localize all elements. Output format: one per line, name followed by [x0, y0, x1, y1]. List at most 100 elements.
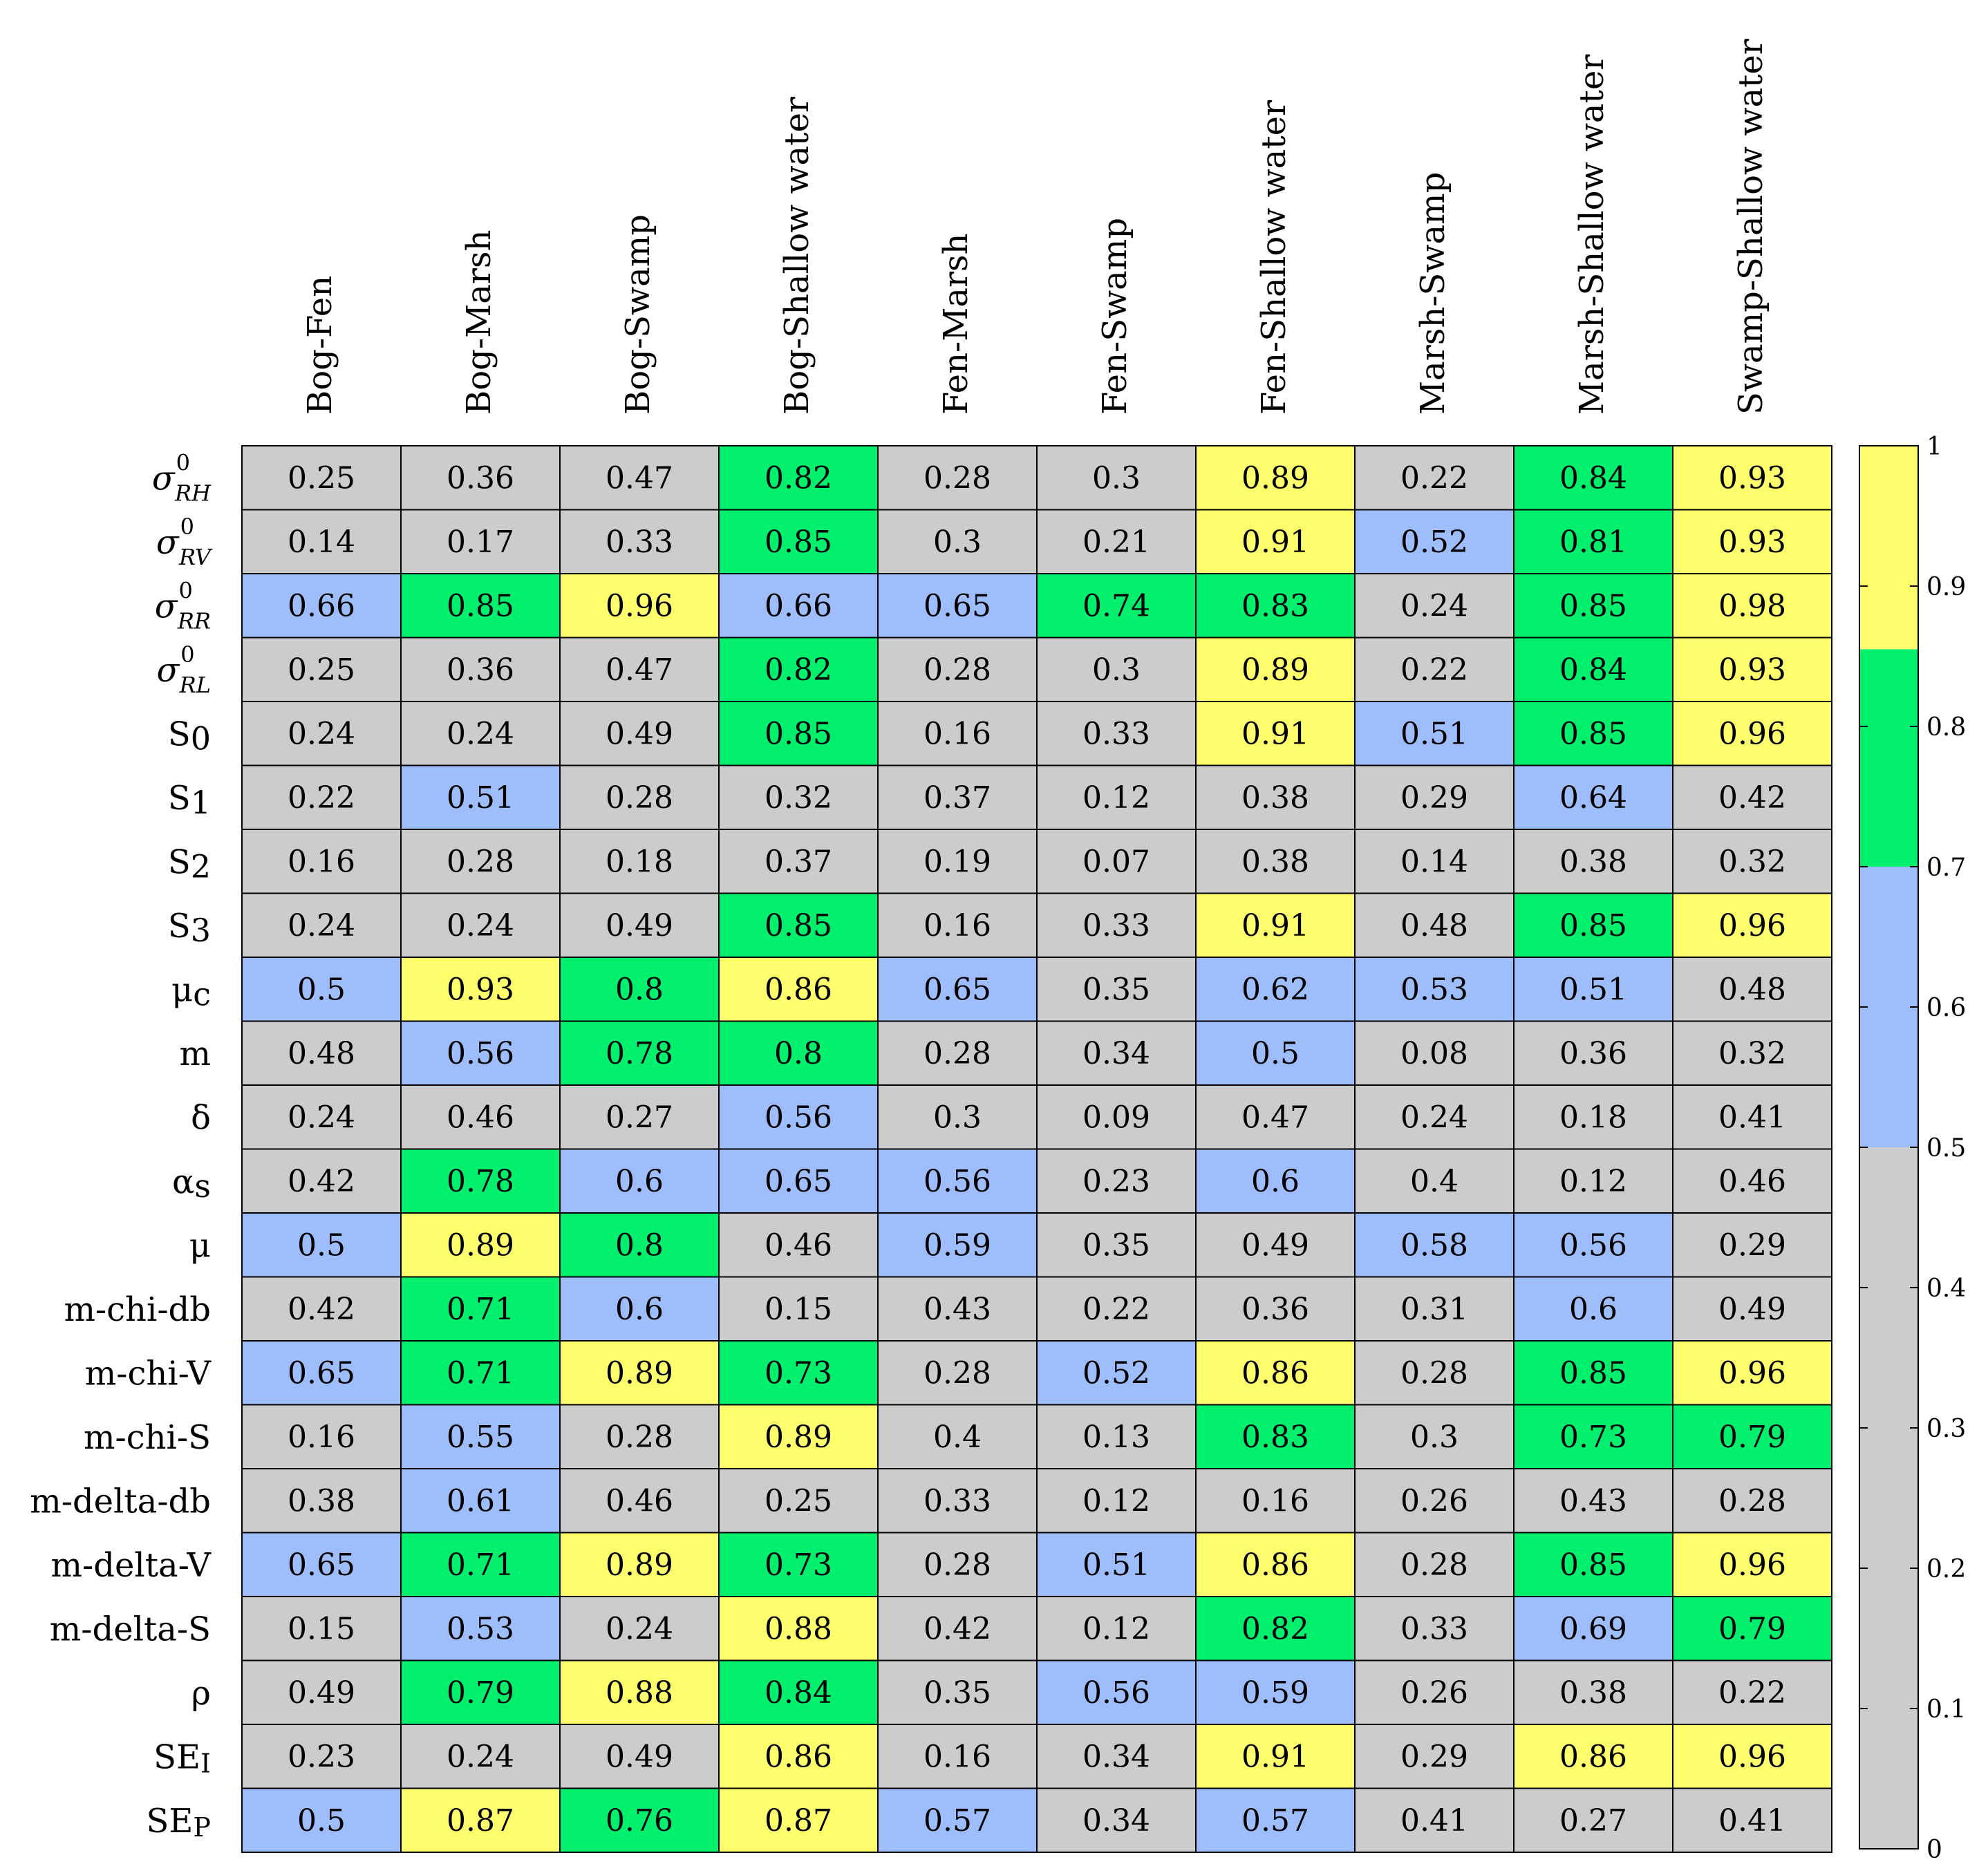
cell-value: 0.34 — [1082, 1739, 1150, 1774]
cell-value: 0.18 — [1559, 1100, 1627, 1135]
cell-value: 0.98 — [1718, 588, 1786, 623]
heatmap-cell — [400, 1084, 561, 1150]
heatmap-cell — [1195, 1659, 1356, 1725]
heatmap-cell — [559, 1340, 720, 1406]
column-label: Bog-Shallow water — [778, 97, 816, 415]
colorbar: 0 0.1 0.2 0.3 0.4 0.5 0.6 0.7 0.8 0.9 1 — [1859, 433, 1966, 1864]
cell-value: 0.79 — [1718, 1611, 1786, 1646]
cell-value: 0.22 — [288, 780, 355, 816]
heatmap-cell — [400, 1787, 561, 1853]
cell-value: 0.33 — [923, 1483, 991, 1518]
heatmap-cell — [241, 573, 402, 639]
heatmap-cell — [1513, 1340, 1673, 1406]
row-label: m-chi-V — [85, 1354, 212, 1393]
cell-value: 0.62 — [1241, 972, 1309, 1007]
colorbar-band — [1859, 1147, 1918, 1849]
row-label: δ — [191, 1098, 211, 1137]
cell-value: 0.88 — [765, 1611, 832, 1646]
heatmap-cell — [400, 445, 561, 511]
heatmap-cell — [1036, 829, 1197, 894]
cell-value: 0.89 — [606, 1547, 673, 1583]
row-label: μ — [189, 1226, 211, 1265]
heatmap-cell — [877, 701, 1038, 766]
cell-value: 0.89 — [606, 1355, 673, 1391]
cell-value: 0.55 — [447, 1420, 514, 1455]
heatmap-cell — [241, 637, 402, 702]
cell-value: 0.79 — [1718, 1420, 1786, 1455]
cell-value: 0.6 — [1569, 1292, 1617, 1327]
row-label: S1 — [168, 779, 211, 821]
heatmap-cell — [1672, 1020, 1832, 1086]
cell-value: 0.56 — [765, 1100, 832, 1135]
colorbar-tick-label: 0.9 — [1926, 573, 1966, 601]
cell-value: 0.28 — [1718, 1483, 1786, 1518]
heatmap-cell — [1036, 1020, 1197, 1086]
colorbar-tick-label: 0.3 — [1926, 1415, 1966, 1443]
column-labels: Bog-Fen Bog-Marsh Bog-Swamp Bog-Shallow wat… — [301, 39, 1770, 415]
heatmap-cell — [559, 892, 720, 958]
cell-value: 0.56 — [1559, 1227, 1627, 1263]
cell-value: 0.46 — [606, 1483, 673, 1518]
cell-value: 0.42 — [1718, 780, 1786, 816]
cell-value: 0.51 — [1082, 1547, 1150, 1583]
cell-value: 0.66 — [765, 588, 832, 623]
heatmap-cell — [1036, 764, 1197, 830]
cell-value: 0.28 — [923, 460, 991, 496]
cell-value: 0.91 — [1241, 908, 1309, 943]
heatmap-cell — [1195, 1532, 1356, 1597]
cell-value: 0.38 — [1241, 844, 1309, 879]
cell-value: 0.3 — [933, 1100, 982, 1135]
cell-value: 0.29 — [1718, 1227, 1786, 1263]
heatmap-cell — [241, 1020, 402, 1086]
heatmap-cell — [877, 1084, 1038, 1150]
heatmap-cell — [400, 1148, 561, 1214]
cell-value: 0.24 — [447, 1739, 514, 1774]
cell-value: 0.85 — [765, 716, 832, 751]
cell-value: 0.85 — [765, 908, 832, 943]
cell-value: 0.24 — [447, 908, 514, 943]
heatmap-cells: 0.25 0.36 0.47 0.82 0.28 0.3 0.89 0.22 0.84 0.93 0… — [241, 445, 1832, 1853]
heatmap-cell — [1036, 1468, 1197, 1534]
heatmap-cell — [1036, 1212, 1197, 1278]
row-label: m-delta-db — [30, 1482, 211, 1521]
cell-value: 0.22 — [1718, 1675, 1786, 1711]
cell-value: 0.34 — [1082, 1036, 1150, 1071]
colorbar-tick-label: 0 — [1926, 1836, 1942, 1864]
cell-value: 0.28 — [606, 780, 673, 816]
row-label: SEP — [147, 1802, 212, 1843]
cell-value: 0.48 — [1400, 908, 1468, 943]
heatmap-cell — [241, 1212, 402, 1278]
heatmap-cell — [1195, 829, 1356, 894]
cell-value: 0.93 — [1718, 460, 1786, 496]
cell-value: 0.56 — [923, 1164, 991, 1199]
cell-value: 0.3 — [1410, 1420, 1459, 1455]
heatmap-cell — [1195, 1596, 1356, 1662]
cell-value: 0.34 — [1082, 1803, 1150, 1838]
heatmap-cell — [1513, 1787, 1673, 1853]
cell-value: 0.12 — [1082, 1483, 1150, 1518]
column-label: Fen-Shallow water — [1255, 100, 1293, 415]
heatmap-cell — [400, 701, 561, 766]
heatmap-cell — [1513, 892, 1673, 958]
cell-value: 0.66 — [288, 588, 355, 623]
cell-value: 0.96 — [1718, 908, 1786, 943]
cell-value: 0.47 — [606, 460, 673, 496]
cell-value: 0.82 — [765, 460, 832, 496]
heatmap-cell — [400, 1276, 561, 1342]
heatmap-cell — [559, 764, 720, 830]
cell-value: 0.59 — [1241, 1675, 1309, 1711]
cell-value: 0.85 — [1559, 716, 1627, 751]
cell-value: 0.35 — [923, 1675, 991, 1711]
heatmap-cell — [400, 957, 561, 1022]
heatmap-cell — [1354, 1020, 1515, 1086]
heatmap-cell — [1036, 701, 1197, 766]
cell-value: 0.6 — [615, 1292, 664, 1327]
cell-value: 0.93 — [1718, 652, 1786, 688]
heatmap-cell — [1354, 1724, 1515, 1789]
cell-value: 0.28 — [606, 1420, 673, 1455]
cell-value: 0.25 — [288, 460, 355, 496]
cell-value: 0.73 — [765, 1547, 832, 1583]
heatmap-cell — [1354, 573, 1515, 639]
cell-value: 0.65 — [923, 972, 991, 1007]
heatmap-cell — [559, 1148, 720, 1214]
